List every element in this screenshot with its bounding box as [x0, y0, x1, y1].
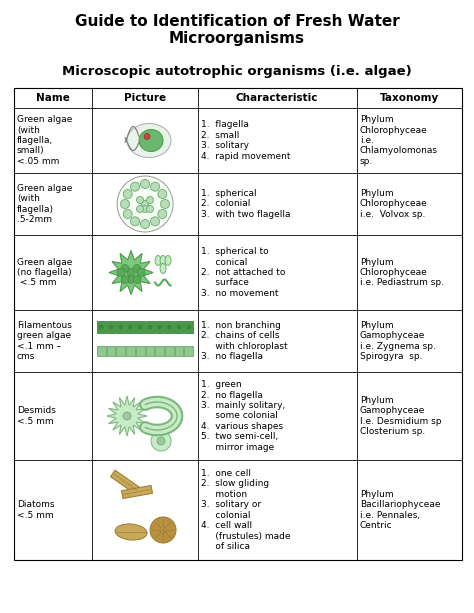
Polygon shape	[110, 470, 140, 494]
Text: Name: Name	[36, 93, 70, 103]
Circle shape	[146, 197, 154, 204]
Text: 1.  green
2.  no flagella
3.  mainly solitary,
     some colonial
4.  various sh: 1. green 2. no flagella 3. mainly solita…	[201, 380, 285, 452]
Circle shape	[137, 205, 144, 213]
Circle shape	[133, 264, 141, 273]
Ellipse shape	[160, 264, 166, 273]
Bar	[136, 321, 145, 333]
Circle shape	[142, 200, 148, 207]
Bar	[146, 321, 154, 333]
Circle shape	[151, 217, 160, 226]
Text: Characteristic: Characteristic	[236, 93, 319, 103]
Circle shape	[158, 210, 167, 218]
Bar	[155, 346, 164, 356]
Ellipse shape	[157, 324, 162, 330]
Circle shape	[117, 176, 173, 232]
Bar	[126, 346, 135, 356]
Bar	[136, 346, 145, 356]
Bar	[155, 321, 164, 333]
Bar	[107, 346, 115, 356]
Ellipse shape	[165, 256, 171, 265]
Circle shape	[120, 199, 129, 208]
Ellipse shape	[147, 324, 152, 330]
Bar	[184, 346, 193, 356]
Bar	[175, 321, 183, 333]
Text: 1.  spherical to
     conical
2.  not attached to
     surface
3.  no movement: 1. spherical to conical 2. not attached …	[201, 247, 285, 298]
Ellipse shape	[99, 324, 104, 330]
Circle shape	[161, 199, 170, 208]
Polygon shape	[107, 396, 147, 436]
Circle shape	[144, 134, 150, 140]
Text: Phylum
Chlorophyceae
i.e.
Chlamyolomonas
sp.: Phylum Chlorophyceae i.e. Chlamyolomonas…	[360, 115, 438, 166]
Text: Green algae
(with
flagella,
small)
<.05 mm: Green algae (with flagella, small) <.05 …	[17, 115, 73, 166]
Text: Diatoms
<.5 mm: Diatoms <.5 mm	[17, 500, 55, 520]
Text: Green algae
(with
flagella)
.5-2mm: Green algae (with flagella) .5-2mm	[17, 184, 73, 224]
Text: Desmids
<.5 mm: Desmids <.5 mm	[17, 406, 56, 425]
Circle shape	[123, 189, 132, 199]
Bar	[14, 88, 462, 560]
Text: Phylum
Chlorophyceae
i.e. Pediastrum sp.: Phylum Chlorophyceae i.e. Pediastrum sp.	[360, 257, 444, 287]
Text: Guide to Identification of Fresh Water
Microorganisms: Guide to Identification of Fresh Water M…	[74, 14, 400, 46]
Text: Phylum
Chlorophyceae
i.e.  Volvox sp.: Phylum Chlorophyceae i.e. Volvox sp.	[360, 189, 428, 219]
Circle shape	[123, 210, 132, 218]
Text: 1.  one cell
2.  slow gliding
     motion
3.  solitary or
     colonial
4.  cell: 1. one cell 2. slow gliding motion 3. so…	[201, 469, 290, 551]
Ellipse shape	[186, 324, 191, 330]
Bar	[107, 321, 115, 333]
Polygon shape	[121, 485, 153, 498]
Text: Filamentous
green algae
<.1 mm –
cms: Filamentous green algae <.1 mm – cms	[17, 321, 72, 361]
Circle shape	[150, 517, 176, 543]
Bar	[184, 321, 193, 333]
Polygon shape	[109, 251, 153, 294]
Ellipse shape	[139, 129, 163, 151]
Bar	[165, 346, 174, 356]
Text: 1.  spherical
2.  colonial
3.  with two flagella: 1. spherical 2. colonial 3. with two fla…	[201, 189, 290, 219]
Bar	[97, 321, 106, 333]
Circle shape	[117, 268, 125, 276]
Bar	[146, 346, 154, 356]
Ellipse shape	[138, 324, 143, 330]
Ellipse shape	[115, 524, 147, 540]
Circle shape	[121, 264, 129, 273]
Bar	[175, 346, 183, 356]
Circle shape	[121, 275, 129, 283]
Circle shape	[142, 205, 148, 213]
Ellipse shape	[109, 324, 113, 330]
Circle shape	[127, 268, 135, 276]
Circle shape	[137, 197, 144, 204]
Ellipse shape	[118, 324, 123, 330]
Circle shape	[140, 180, 149, 189]
Text: Phylum
Bacillariophyceae
i.e. Pennales,
Centric: Phylum Bacillariophyceae i.e. Pennales, …	[360, 490, 440, 530]
Bar	[126, 321, 135, 333]
Ellipse shape	[160, 256, 166, 265]
Ellipse shape	[127, 123, 171, 158]
Circle shape	[123, 412, 131, 420]
Ellipse shape	[167, 324, 172, 330]
Bar	[97, 346, 106, 356]
Circle shape	[130, 217, 139, 226]
Circle shape	[157, 437, 165, 445]
Text: Microscopic autotrophic organisms (i.e. algae): Microscopic autotrophic organisms (i.e. …	[62, 66, 412, 78]
Bar	[165, 321, 174, 333]
Text: 1.  non branching
2.  chains of cells
     with chloroplast
3.  no flagella: 1. non branching 2. chains of cells with…	[201, 321, 287, 361]
Text: Green algae
(no flagella)
 <.5 mm: Green algae (no flagella) <.5 mm	[17, 257, 73, 287]
Text: Phylum
Gamophyceae
i.e. Zygnema sp.
Spirogyra  sp.: Phylum Gamophyceae i.e. Zygnema sp. Spir…	[360, 321, 436, 361]
Text: 1.  flagella
2.  small
3.  solitary
4.  rapid movement: 1. flagella 2. small 3. solitary 4. rapi…	[201, 120, 290, 161]
Circle shape	[130, 182, 139, 191]
Circle shape	[127, 275, 135, 283]
Text: Taxonomy: Taxonomy	[380, 93, 439, 103]
Circle shape	[137, 268, 145, 276]
Circle shape	[151, 431, 171, 451]
Circle shape	[146, 205, 154, 213]
Ellipse shape	[155, 256, 161, 265]
Circle shape	[151, 182, 160, 191]
Circle shape	[160, 527, 166, 533]
Ellipse shape	[177, 324, 182, 330]
Bar	[116, 321, 125, 333]
Bar	[116, 346, 125, 356]
Ellipse shape	[128, 324, 133, 330]
Circle shape	[158, 189, 167, 199]
Text: Picture: Picture	[124, 93, 166, 103]
Text: Phylum
Gamophyceae
I.e. Desmidium sp
Closterium sp.: Phylum Gamophyceae I.e. Desmidium sp Clo…	[360, 396, 441, 436]
Circle shape	[133, 275, 141, 283]
Circle shape	[140, 219, 149, 229]
